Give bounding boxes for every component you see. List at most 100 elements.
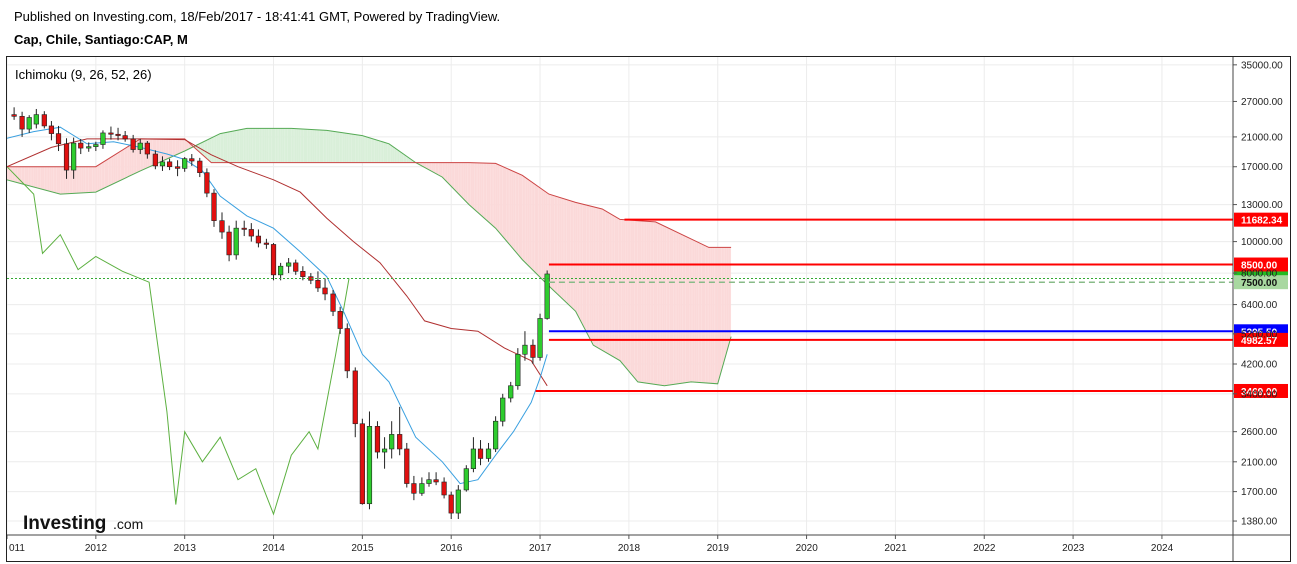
cloud-segment	[63, 166, 66, 194]
cloud-segment	[625, 219, 628, 370]
candle-body	[344, 328, 350, 372]
cloud-segment	[705, 245, 708, 384]
chart-svg[interactable]: 11682.348500.007700.007500.005295.504982…	[7, 57, 1290, 561]
cloud-segment	[611, 214, 613, 357]
cloud-segment	[714, 247, 716, 384]
candle	[286, 258, 292, 274]
cloud-segment	[7, 166, 9, 181]
cloud-segment	[79, 166, 82, 194]
cloud-segment	[373, 138, 375, 163]
cloud-segment	[172, 138, 175, 157]
cloud-segment	[495, 163, 498, 231]
cloud-segment	[639, 220, 642, 383]
cloud-segment	[396, 148, 398, 163]
candle-body	[352, 370, 358, 425]
price-tag-bg	[1234, 383, 1288, 398]
candle	[477, 440, 484, 466]
candle	[530, 339, 536, 365]
x-tick-label: 2020	[796, 543, 819, 554]
candle-body	[219, 220, 225, 233]
cloud-segment	[126, 146, 128, 178]
ichimoku-cloud	[7, 128, 732, 386]
cloud-segment	[374, 139, 377, 163]
cloud-segment	[181, 138, 183, 153]
cloud-segment	[515, 172, 517, 254]
cloud-segment	[209, 137, 212, 163]
cloud-segment	[129, 144, 132, 177]
cloud-segment	[563, 198, 565, 302]
cloud-segment	[344, 132, 347, 163]
cloud-segment	[97, 164, 100, 192]
cloud-segment	[275, 128, 278, 163]
senkou-span-b-line	[7, 138, 732, 248]
candle	[189, 154, 195, 166]
cloud-segment	[252, 128, 254, 163]
logo-text: Investing	[23, 513, 106, 534]
y-axis[interactable]: 35000.00 27000.00 21000.00 17000.00 13000.00…	[1232, 57, 1283, 561]
cloud-segment	[607, 212, 610, 355]
cloud-segment	[177, 138, 180, 155]
cloud-segment	[38, 166, 41, 189]
cloud-segment	[403, 153, 406, 163]
candle	[544, 270, 550, 320]
candle	[315, 271, 321, 292]
cloud-segment	[264, 128, 267, 163]
candle-body	[359, 423, 365, 505]
cloud-segment	[644, 221, 647, 384]
cloud-segment	[287, 128, 290, 163]
cloud-segment	[604, 210, 606, 353]
cloud-segment	[358, 135, 361, 163]
cloud-segment	[669, 228, 672, 385]
cloud-segment	[12, 166, 15, 182]
candle-body	[55, 133, 62, 145]
cloud-segment	[504, 167, 507, 241]
cloud-segment	[479, 162, 482, 216]
cloud-segment	[92, 166, 95, 193]
cloud-segment	[614, 216, 617, 359]
investing-logo: Investing .com	[23, 513, 143, 534]
cloud-segment	[609, 213, 612, 356]
cloud-segment	[94, 166, 96, 193]
cloud-segment	[472, 162, 475, 210]
candle	[241, 220, 247, 237]
candle	[248, 223, 254, 242]
cloud-segment	[572, 201, 574, 310]
candle-body	[263, 242, 270, 245]
cloud-segment	[122, 148, 125, 180]
candle	[485, 442, 492, 462]
y-tick-label: 3400.00	[1241, 389, 1278, 400]
cloud-segment	[659, 223, 661, 386]
candle	[144, 141, 150, 159]
cloud-segment	[175, 138, 178, 156]
price-tag-bg	[1234, 212, 1288, 227]
cloud-segment	[655, 221, 658, 385]
candle	[226, 225, 232, 262]
cloud-segment	[269, 128, 272, 163]
cloud-segment	[717, 247, 720, 384]
price-tag-label: 3469.00	[1241, 387, 1278, 398]
candle-body	[522, 344, 528, 355]
candle-body	[93, 144, 99, 147]
candle-body	[48, 125, 55, 134]
cloud-segment	[547, 192, 549, 287]
cloud-segment	[595, 207, 597, 348]
cloud-segment	[230, 131, 233, 163]
candle-body	[174, 166, 181, 169]
cloud-segment	[643, 221, 645, 383]
price-tag-label: 5295.50	[1241, 327, 1278, 338]
candle-body	[366, 426, 373, 505]
candle-body	[108, 132, 114, 135]
price-tag-label: 8500.00	[1241, 261, 1278, 272]
chart-area[interactable]: 11682.348500.007700.007500.005295.504982…	[6, 56, 1291, 562]
cloud-segment	[426, 162, 429, 170]
cloud-segment	[433, 162, 436, 174]
cloud-segment	[616, 217, 619, 360]
cloud-segment	[227, 131, 230, 163]
cloud-segment	[378, 140, 381, 163]
x-axis[interactable]: 011 2012 2013 2014 2015 2016 2017 2018 2019 2020 2…	[7, 534, 1290, 554]
cloud-segment	[694, 240, 697, 383]
cloud-segment	[332, 131, 334, 163]
cloud-segment	[117, 152, 119, 182]
cloud-segment	[355, 134, 358, 163]
cloud-segment	[550, 194, 553, 290]
